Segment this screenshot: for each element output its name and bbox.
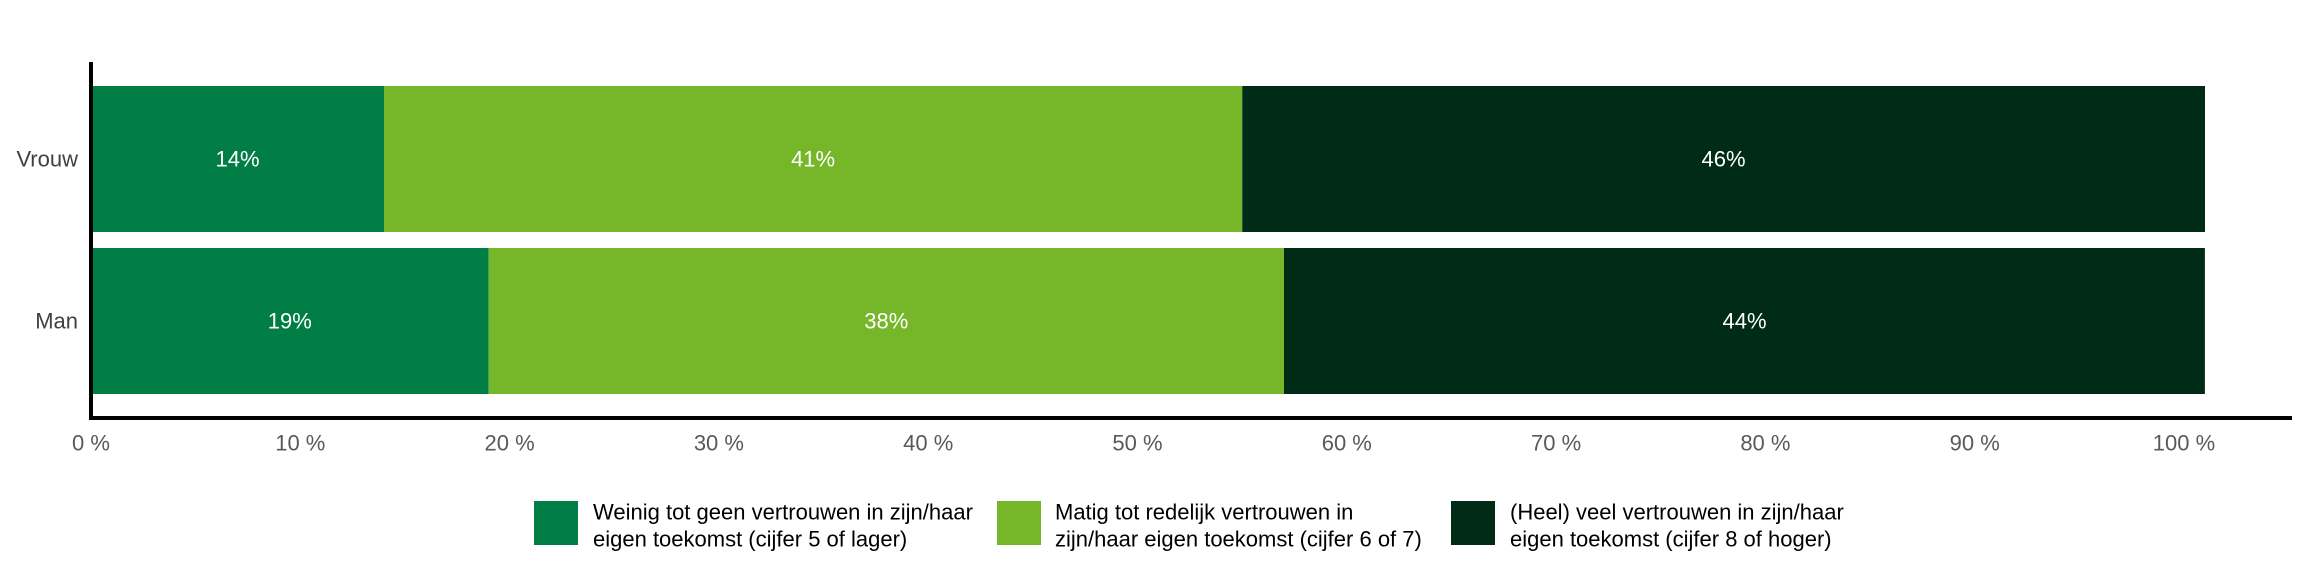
legend-swatch [1451,501,1495,545]
data-label: 44% [1722,309,1766,334]
legend-label-line: (Heel) veel vertrouwen in zijn/haar [1510,500,1844,525]
x-tick-label: 40 % [903,431,953,456]
legend: Weinig tot geen vertrouwen in zijn/haare… [534,500,1844,552]
category-label-man: Man [35,309,78,334]
x-tick-label: 0 % [72,431,110,456]
data-label: 41% [791,147,835,172]
axes-layer [89,62,2292,420]
x-tick-labels: 0 % 10 % 20 % 30 % 40 % 50 % 60 % 70 % 80 % 90 % 1… [72,431,2215,456]
bar-man-series-1 [91,248,489,394]
x-tick-label: 60 % [1322,431,1372,456]
bar-vrouw-series-2 [384,86,1243,232]
x-tick-label: 100 % [2153,431,2215,456]
x-tick-label: 10 % [275,431,325,456]
x-tick-label: 80 % [1740,431,1790,456]
legend-label-line: eigen toekomst (cijfer 8 of hoger) [1510,527,1832,552]
y-category-labels: Vrouw Man [16,147,78,334]
x-tick-label: 50 % [1112,431,1162,456]
x-tick-label: 20 % [485,431,535,456]
data-label: 19% [268,309,312,334]
legend-label-line: zijn/haar eigen toekomst (cijfer 6 of 7) [1055,527,1422,552]
data-label: 38% [864,309,908,334]
x-tick-label: 30 % [694,431,744,456]
data-label: 14% [215,147,259,172]
legend-swatch [534,501,578,545]
legend-swatch [997,501,1041,545]
bar-man-series-3 [1284,248,2205,394]
x-tick-label: 90 % [1950,431,2000,456]
legend-item-1: Weinig tot geen vertrouwen in zijn/haare… [534,500,973,552]
legend-label-line: Matig tot redelijk vertrouwen in [1055,500,1353,525]
category-label-vrouw: Vrouw [16,147,78,172]
legend-item-3: (Heel) veel vertrouwen in zijn/haareigen… [1451,500,1844,552]
bar-man-series-2 [488,248,1284,394]
bar-vrouw-series-3 [1242,86,2205,232]
bar-vrouw-series-1 [91,86,384,232]
legend-label-line: eigen toekomst (cijfer 5 of lager) [593,527,907,552]
data-label: 46% [1701,147,1745,172]
bars-layer [91,86,2205,394]
x-tick-label: 70 % [1531,431,1581,456]
legend-item-2: Matig tot redelijk vertrouwen inzijn/haa… [997,500,1422,552]
legend-label-line: Weinig tot geen vertrouwen in zijn/haar [593,500,973,525]
data-labels-layer: 14% 41% 46% 19% 38% 44% [215,147,1766,334]
